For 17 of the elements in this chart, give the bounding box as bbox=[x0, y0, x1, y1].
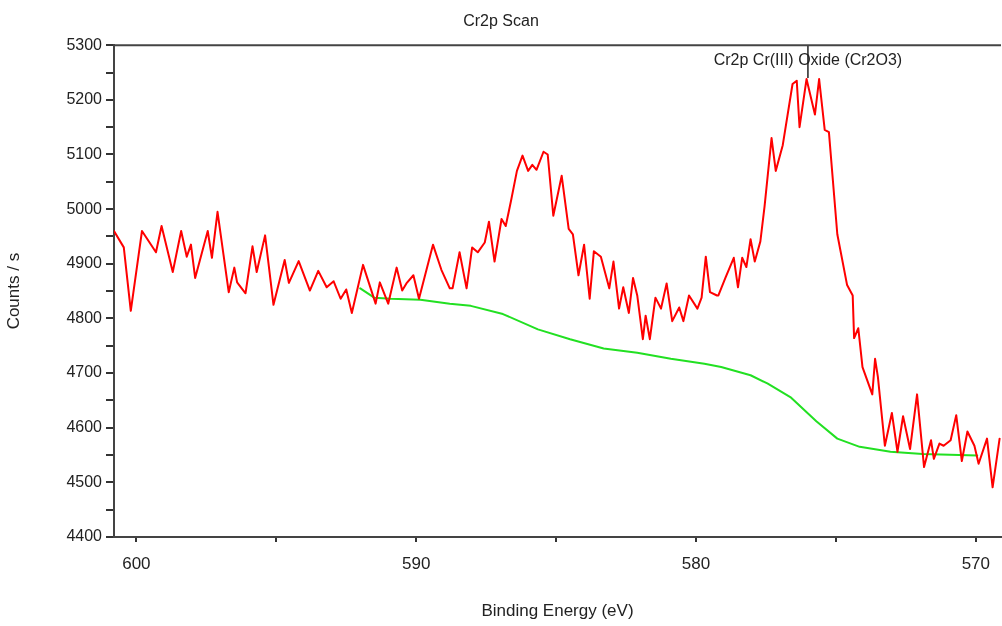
x-axis-title: Binding Energy (eV) bbox=[481, 601, 634, 621]
y-tick-label: 4400 bbox=[66, 527, 103, 545]
y-axis-title: Counts / s bbox=[3, 252, 23, 330]
y-tick-label: 5200 bbox=[66, 90, 103, 108]
x-tick-label: 600 bbox=[122, 553, 151, 573]
y-tick-label: 4800 bbox=[66, 308, 103, 326]
x-tick-label: 580 bbox=[681, 553, 711, 573]
chart-title: Cr2p Scan bbox=[463, 12, 539, 30]
y-tick-label: 5000 bbox=[66, 199, 103, 217]
x-tick-label: 590 bbox=[402, 553, 431, 573]
x-tick-label: 570 bbox=[961, 553, 991, 573]
y-tick-label: 4700 bbox=[66, 363, 103, 381]
y-tick-label: 4500 bbox=[66, 472, 103, 490]
y-tick-label: 5300 bbox=[66, 35, 103, 53]
y-tick-label: 5100 bbox=[66, 144, 103, 162]
y-tick-label: 4900 bbox=[66, 254, 103, 272]
y-tick-label: 4600 bbox=[66, 418, 103, 436]
